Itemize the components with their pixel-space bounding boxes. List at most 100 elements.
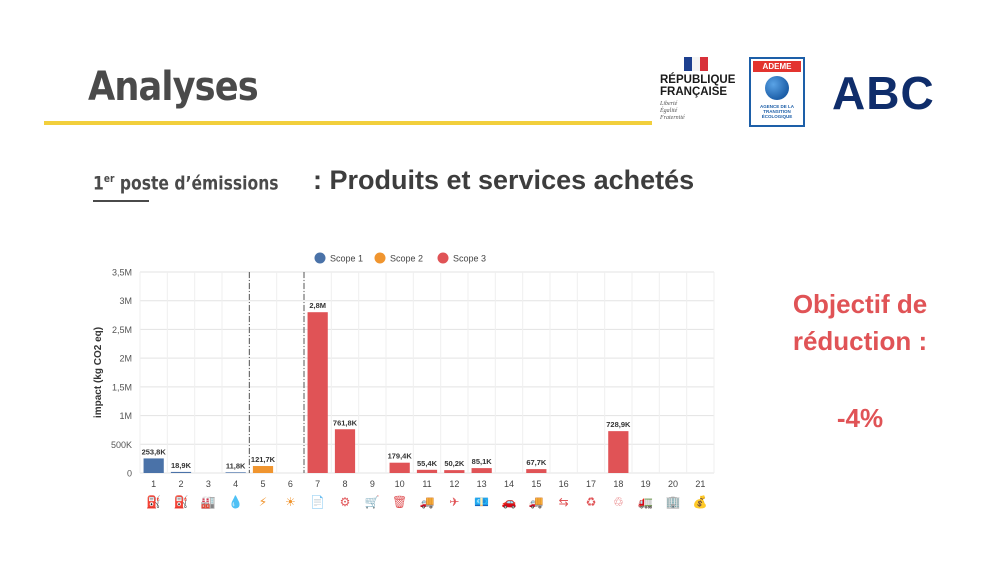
electricity-icon: ⚡ — [259, 495, 267, 509]
legend-marker — [437, 252, 449, 264]
motto-line-2: Égalité — [660, 108, 678, 114]
ademe-sub-3: ÉCOLOGIQUE — [761, 114, 793, 119]
section-tag-underline — [93, 200, 149, 202]
x-tick-label: 9 — [370, 479, 375, 489]
ademe-logo: ADEME AGENCE DE LA TRANSITION ÉCOLOGIQUE — [749, 57, 805, 127]
bar-value-label: 85,1K — [472, 457, 493, 466]
abc-logo: ABC — [832, 67, 935, 119]
ademe-sub-1: AGENCE DE LA — [759, 104, 794, 109]
objective-line-1: Objectif de — [792, 289, 928, 319]
travel-icon: ✈ — [449, 495, 459, 509]
bar-value-label: 121,7K — [251, 455, 276, 464]
factory-icon: 🏭 — [201, 495, 216, 509]
y-tick-label: 2,5M — [112, 325, 132, 335]
y-axis-label: impact (kg CO2 eq) — [93, 327, 104, 418]
x-tick-label: 2 — [178, 479, 183, 489]
republique-line-2: FRANÇAISE — [660, 86, 728, 98]
section-subtitle: : Produits et services achetés — [313, 165, 695, 195]
bar-value-label: 67,7K — [526, 458, 547, 467]
section-tag-number: 1 — [93, 172, 104, 195]
recycle-icon: ♻ — [586, 495, 597, 509]
x-tick-label: 13 — [477, 479, 487, 489]
leased-assets-icon: 🏢 — [666, 495, 681, 509]
transfer-icon: ⇆ — [559, 495, 569, 509]
motto-line-1: Liberté — [660, 101, 678, 107]
section-tag: 1er poste d’émissions — [93, 172, 279, 194]
x-tick-label: 5 — [260, 479, 265, 489]
ademe-label: ADEME — [753, 61, 801, 72]
capital-goods-icon: ⚙ — [340, 495, 351, 509]
bar-value-label: 50,2K — [444, 459, 465, 468]
legend-label: Scope 3 — [453, 254, 486, 264]
fuel-pump-icon: ⛽ — [146, 495, 161, 509]
x-tick-label: 4 — [233, 479, 238, 489]
ademe-sub-2: TRANSITION — [763, 109, 791, 114]
reduction-objective: Objectif de réduction : -4% — [760, 286, 960, 437]
waste-icon: 🗑 — [392, 495, 407, 509]
bar-13 — [471, 468, 492, 473]
bar-value-label: 11,8K — [226, 461, 246, 470]
y-tick-label: 3,5M — [112, 268, 132, 278]
downstream-transport-icon: 🚛 — [638, 495, 653, 509]
x-tick-label: 1 — [151, 479, 156, 489]
x-tick-label: 7 — [315, 479, 320, 489]
bar-15 — [526, 469, 547, 473]
x-tick-label: 19 — [641, 479, 651, 489]
y-tick-label: 3M — [119, 296, 132, 306]
bar-value-label: 728,9K — [606, 420, 631, 429]
bar-value-label: 761,8K — [333, 418, 358, 427]
investment-icon: 💰 — [693, 495, 708, 509]
page-title: Analyses — [88, 64, 259, 110]
commute-icon: 🚗 — [502, 495, 517, 509]
objective-value: -4% — [836, 403, 884, 433]
x-tick-label: 14 — [504, 479, 514, 489]
x-tick-label: 6 — [288, 479, 293, 489]
end-of-life-icon: ♲ — [613, 495, 624, 509]
republique-line-1: RÉPUBLIQUE — [660, 74, 736, 86]
y-tick-label: 2M — [119, 354, 132, 364]
cart-icon: 🛒 — [365, 495, 380, 509]
bar-18 — [608, 431, 629, 473]
x-tick-label: 16 — [559, 479, 569, 489]
motto-line-3: Fraternité — [660, 115, 685, 121]
y-tick-label: 500K — [111, 440, 132, 450]
bar-value-label: 18,9K — [171, 461, 192, 470]
bar-value-label: 55,4K — [417, 459, 438, 468]
bar-value-label: 253,8K — [142, 447, 167, 456]
french-flag-icon — [684, 57, 708, 71]
y-tick-label: 1M — [119, 411, 132, 421]
bar-value-label: 2,8M — [309, 301, 326, 310]
bar-12 — [444, 470, 465, 473]
legend-marker — [314, 252, 326, 264]
republique-francaise-logo: RÉPUBLIQUE FRANÇAISE Liberté Égalité Fra… — [660, 57, 746, 127]
x-tick-label: 18 — [613, 479, 623, 489]
x-tick-label: 12 — [449, 479, 459, 489]
purchased-goods-icon: 📄 — [310, 495, 325, 509]
x-tick-label: 11 — [422, 479, 431, 489]
x-tick-label: 8 — [342, 479, 347, 489]
globe-icon — [765, 76, 789, 100]
bar-7 — [307, 312, 328, 473]
delivery-icon: 🚚 — [529, 495, 544, 509]
bar-11 — [416, 469, 438, 473]
freight-truck-icon: 🚚 — [420, 495, 435, 509]
heat-icon: ☀ — [285, 495, 296, 509]
title-underline — [44, 121, 652, 125]
x-tick-label: 15 — [531, 479, 541, 489]
objective-line-2: réduction : — [792, 326, 928, 356]
bar-10 — [389, 462, 410, 473]
bar-value-label: 179,4K — [388, 452, 413, 461]
x-tick-label: 3 — [206, 479, 211, 489]
y-tick-label: 0 — [127, 469, 132, 479]
bar-2 — [170, 471, 192, 473]
bar-1 — [143, 458, 164, 473]
bar-5 — [252, 466, 274, 473]
y-tick-label: 1,5M — [112, 382, 132, 392]
section-tag-sup: er — [103, 172, 115, 185]
legend-label: Scope 1 — [330, 254, 363, 264]
fuel-station-icon: ⛽ — [174, 495, 189, 509]
bar-4 — [225, 472, 246, 473]
section-tag-text: poste d’émissions — [114, 172, 279, 195]
leak-icon: 💧 — [228, 495, 243, 509]
